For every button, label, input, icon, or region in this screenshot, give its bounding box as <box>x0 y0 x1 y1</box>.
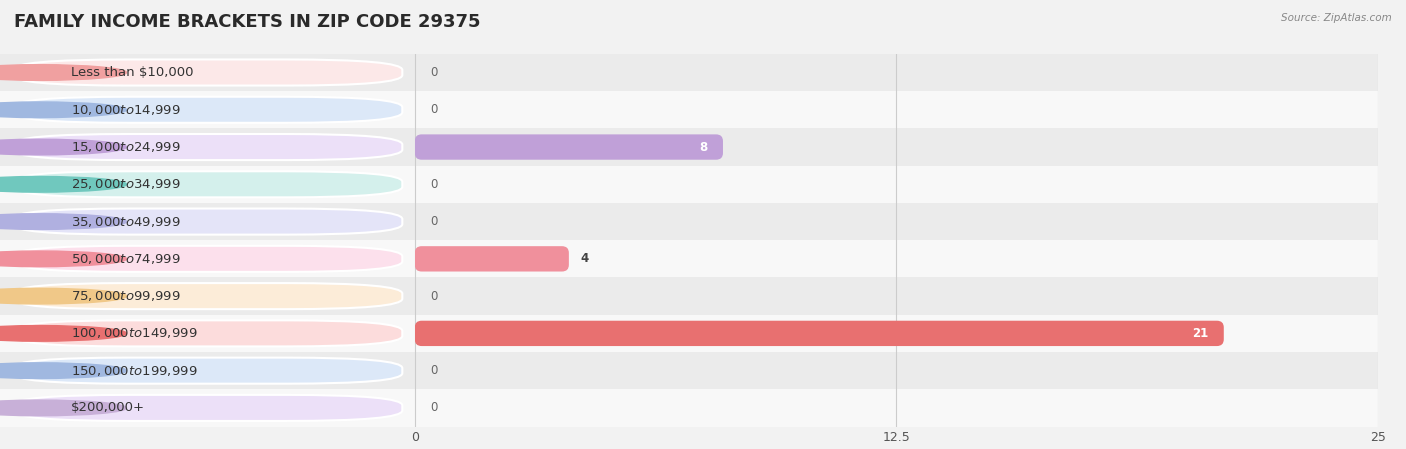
Bar <box>415 240 1378 277</box>
Bar <box>0 203 415 240</box>
FancyBboxPatch shape <box>415 246 569 272</box>
Circle shape <box>0 214 127 229</box>
Text: 4: 4 <box>581 252 589 265</box>
Circle shape <box>0 288 127 304</box>
Circle shape <box>0 400 127 416</box>
Bar <box>415 166 1378 203</box>
Text: $25,000 to $34,999: $25,000 to $34,999 <box>70 177 180 191</box>
Text: $15,000 to $24,999: $15,000 to $24,999 <box>70 140 180 154</box>
FancyBboxPatch shape <box>13 395 402 421</box>
FancyBboxPatch shape <box>13 246 402 272</box>
Bar <box>0 315 415 352</box>
Circle shape <box>0 326 127 341</box>
Text: $100,000 to $149,999: $100,000 to $149,999 <box>70 326 197 340</box>
Text: $10,000 to $14,999: $10,000 to $14,999 <box>70 103 180 117</box>
Text: $150,000 to $199,999: $150,000 to $199,999 <box>70 364 197 378</box>
Text: 21: 21 <box>1192 327 1208 340</box>
Circle shape <box>0 363 127 379</box>
Text: 0: 0 <box>430 178 437 191</box>
Text: $35,000 to $49,999: $35,000 to $49,999 <box>70 215 180 229</box>
Bar <box>415 352 1378 389</box>
Bar <box>0 389 415 427</box>
Bar <box>415 203 1378 240</box>
FancyBboxPatch shape <box>13 208 402 235</box>
Text: 0: 0 <box>430 66 437 79</box>
Text: 0: 0 <box>430 103 437 116</box>
Text: 0: 0 <box>430 401 437 414</box>
Circle shape <box>0 139 127 155</box>
Text: 0: 0 <box>430 290 437 303</box>
Bar <box>0 240 415 277</box>
FancyBboxPatch shape <box>13 171 402 198</box>
FancyBboxPatch shape <box>13 59 402 86</box>
Bar <box>0 91 415 128</box>
Bar <box>415 277 1378 315</box>
Text: $50,000 to $74,999: $50,000 to $74,999 <box>70 252 180 266</box>
Text: 0: 0 <box>430 215 437 228</box>
FancyBboxPatch shape <box>13 283 402 309</box>
Circle shape <box>0 176 127 192</box>
FancyBboxPatch shape <box>13 134 402 160</box>
Bar <box>0 352 415 389</box>
Bar <box>415 389 1378 427</box>
Text: Source: ZipAtlas.com: Source: ZipAtlas.com <box>1281 13 1392 23</box>
FancyBboxPatch shape <box>13 97 402 123</box>
Bar <box>415 128 1378 166</box>
Text: 0: 0 <box>430 364 437 377</box>
Bar <box>0 277 415 315</box>
Text: 8: 8 <box>699 141 707 154</box>
Circle shape <box>0 102 127 118</box>
Circle shape <box>0 251 127 267</box>
FancyBboxPatch shape <box>13 320 402 347</box>
Circle shape <box>0 65 127 80</box>
Bar <box>0 166 415 203</box>
Bar <box>0 128 415 166</box>
Bar <box>0 54 415 91</box>
Text: FAMILY INCOME BRACKETS IN ZIP CODE 29375: FAMILY INCOME BRACKETS IN ZIP CODE 29375 <box>14 13 481 31</box>
FancyBboxPatch shape <box>415 134 723 160</box>
Bar <box>415 54 1378 91</box>
FancyBboxPatch shape <box>415 321 1223 346</box>
Text: $75,000 to $99,999: $75,000 to $99,999 <box>70 289 180 303</box>
Bar <box>415 91 1378 128</box>
Bar <box>415 315 1378 352</box>
FancyBboxPatch shape <box>13 357 402 384</box>
Text: $200,000+: $200,000+ <box>70 401 145 414</box>
Text: Less than $10,000: Less than $10,000 <box>70 66 193 79</box>
